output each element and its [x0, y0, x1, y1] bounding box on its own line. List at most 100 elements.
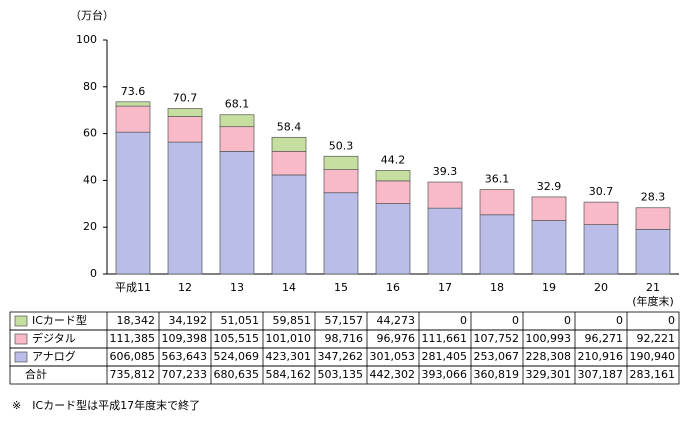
table-cell: 281,405 — [422, 350, 468, 363]
table-cell: 253,067 — [474, 350, 520, 363]
table-cell: 606,085 — [110, 350, 156, 363]
bar-segment — [479, 189, 515, 216]
x-tick-label: 18 — [490, 281, 504, 294]
x-tick-label: 17 — [438, 281, 452, 294]
table-cell: 105,515 — [214, 332, 260, 345]
bar-segment — [115, 101, 151, 107]
table-cell: 109,398 — [162, 332, 208, 345]
x-tick-label: 21 — [646, 281, 660, 294]
legend-label: デジタル — [32, 331, 76, 345]
bar-segment — [323, 155, 359, 170]
footnote: ※ ICカード型は平成17年度末で終了 — [12, 398, 200, 412]
legend-swatch — [14, 333, 28, 345]
table-cell: 347,262 — [318, 350, 364, 363]
x-tick-label: 平成11 — [115, 281, 151, 294]
bar-segment — [271, 174, 307, 275]
bar-segment — [583, 201, 619, 225]
bar-segment — [635, 228, 671, 275]
table-cell: 228,308 — [526, 350, 572, 363]
table-cell: 0 — [668, 314, 675, 327]
bar-segment — [271, 136, 307, 152]
bar-segment — [115, 105, 151, 133]
bar-segment — [479, 214, 515, 275]
bar-segment — [375, 180, 411, 204]
top-label: 68.1 — [225, 98, 250, 111]
table-cell: 360,819 — [474, 368, 520, 381]
bar-segment — [375, 203, 411, 275]
table-cell: 18,342 — [117, 314, 156, 327]
table-cell: 423,301 — [266, 350, 312, 363]
top-label: 32.9 — [537, 180, 562, 193]
legend-label: アナログ — [32, 349, 76, 363]
table-cell: 111,661 — [422, 332, 468, 345]
bar-segment — [167, 141, 203, 275]
table-cell: 190,940 — [630, 350, 676, 363]
table-cell: 0 — [616, 314, 623, 327]
table-cell: 98,716 — [325, 332, 364, 345]
x-tick-label: 19 — [542, 281, 556, 294]
table-cell: 707,233 — [162, 368, 208, 381]
top-label: 44.2 — [381, 154, 406, 167]
y-tick-label: 0 — [90, 267, 97, 280]
top-label: 58.4 — [277, 120, 302, 133]
table-cell: 57,157 — [325, 314, 364, 327]
table-cell: 34,192 — [169, 314, 208, 327]
x-tick-label: 14 — [282, 281, 296, 294]
top-label: 50.3 — [329, 139, 354, 152]
bar-segment — [219, 114, 255, 128]
table-cell: 0 — [564, 314, 571, 327]
table-cell: 563,643 — [162, 350, 208, 363]
table-cell: 210,916 — [578, 350, 624, 363]
bar-segment — [427, 181, 463, 209]
table-cell: 393,066 — [422, 368, 468, 381]
x-note: (年度末) — [632, 294, 674, 308]
bar-segment — [375, 170, 411, 182]
unit-label: （万台） — [70, 8, 114, 22]
legend-swatch — [14, 315, 28, 327]
bar-segment — [531, 196, 567, 221]
table-cell: 101,010 — [266, 332, 312, 345]
table-cell: 283,161 — [630, 368, 676, 381]
top-label: 70.7 — [173, 92, 198, 105]
top-label: 28.3 — [641, 191, 666, 204]
y-tick-label: 40 — [83, 173, 97, 186]
table-cell: 92,221 — [637, 332, 676, 345]
table-cell: 524,069 — [214, 350, 260, 363]
top-label: 39.3 — [433, 165, 458, 178]
x-tick-label: 13 — [230, 281, 244, 294]
y-tick-label: 60 — [83, 127, 97, 140]
x-tick-label: 16 — [386, 281, 400, 294]
bar-segment — [271, 150, 307, 176]
bar-segment — [323, 169, 359, 194]
bar-segment — [531, 220, 567, 275]
legend-label: ICカード型 — [32, 313, 87, 327]
table-cell: 0 — [460, 314, 467, 327]
top-label: 30.7 — [589, 185, 614, 198]
table-cell: 96,271 — [585, 332, 624, 345]
bar-segment — [635, 207, 671, 230]
table-cell: 107,752 — [474, 332, 520, 345]
bar-segment — [115, 131, 151, 275]
table-cell: 680,635 — [214, 368, 260, 381]
bar-segment — [167, 116, 203, 143]
table-cell: 59,851 — [273, 314, 312, 327]
table-cell: 329,301 — [526, 368, 572, 381]
x-tick-label: 15 — [334, 281, 348, 294]
bar-segment — [323, 192, 359, 275]
table-cell: 735,812 — [110, 368, 156, 381]
y-tick-label: 100 — [76, 33, 97, 46]
bar-segment — [219, 126, 255, 152]
y-tick-label: 80 — [83, 80, 97, 93]
bar-segment — [167, 108, 203, 117]
bar-segment — [219, 151, 255, 275]
table-cell: 51,051 — [221, 314, 260, 327]
top-label: 73.6 — [121, 85, 146, 98]
legend-swatch — [14, 351, 28, 363]
top-label: 36.1 — [485, 173, 510, 186]
table-cell: 44,273 — [377, 314, 416, 327]
bar-segment — [583, 224, 619, 275]
legend-label: 合計 — [25, 367, 47, 381]
bar-segment — [427, 207, 463, 275]
table-cell: 307,187 — [578, 368, 624, 381]
